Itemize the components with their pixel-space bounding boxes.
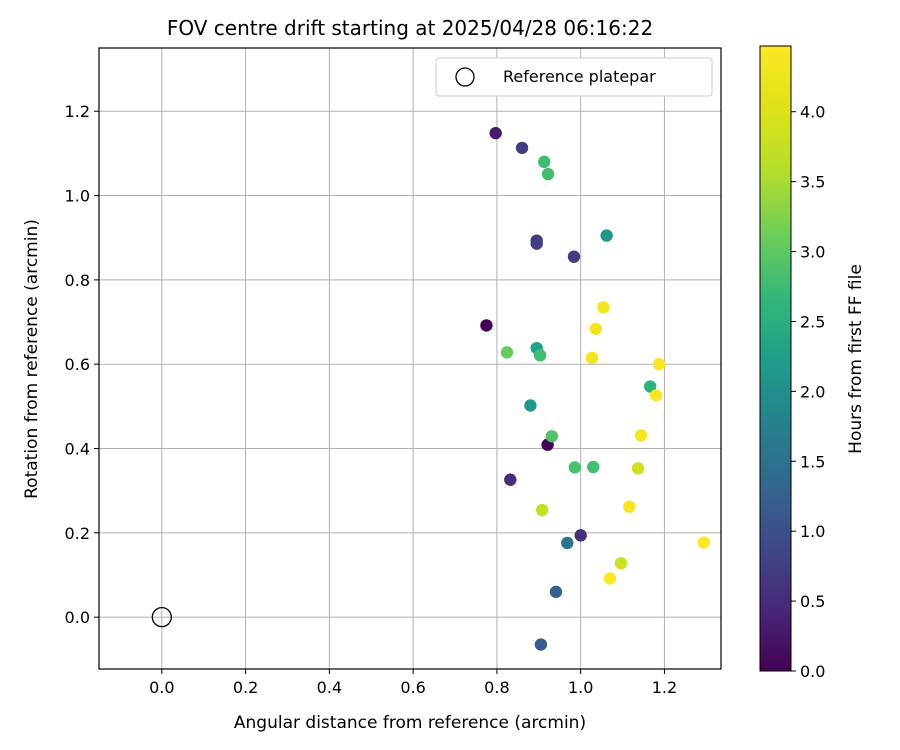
colorbar-tick-label: 0.5 [800, 592, 825, 611]
colorbar-tick-label: 0.0 [800, 662, 825, 681]
data-point [652, 357, 666, 371]
colorbar-tick-label: 1.0 [800, 522, 825, 541]
data-point [631, 462, 645, 475]
reference-platepar-marker [151, 606, 172, 628]
x-tick-label: 0.2 [233, 678, 258, 697]
colorbar-label: Hours from first FF file [846, 264, 866, 454]
colorbar-gradient [759, 45, 792, 672]
x-tick-label: 0.6 [400, 678, 425, 697]
x-tick-label: 1.0 [568, 678, 593, 697]
y-tick-label: 0.2 [65, 524, 90, 543]
data-point [697, 536, 711, 549]
colorbar: 0.0 0.5 1.0 1.5 2.0 2.5 3.0 3.5 4.0 Hours from f… [759, 45, 866, 681]
data-point [587, 460, 600, 474]
data-point [568, 461, 582, 474]
data-points [480, 126, 711, 651]
data-point [597, 301, 610, 314]
data-point [589, 322, 602, 335]
y-tick-label: 0.6 [65, 355, 90, 374]
x-axis-label: Angular distance from reference (arcmin) [234, 713, 586, 733]
data-point [524, 399, 537, 412]
colorbar-tick-label: 1.5 [800, 452, 825, 471]
data-point [500, 346, 514, 359]
data-point [603, 572, 617, 585]
x-tick-label: 0.8 [484, 678, 509, 697]
data-point [585, 351, 599, 365]
x-tick-label: 0.4 [317, 678, 342, 697]
colorbar-tick-label: 2.0 [800, 382, 825, 401]
colorbar-tick-label: 4.0 [800, 103, 825, 122]
data-point [634, 429, 648, 442]
data-point [545, 430, 558, 443]
data-point [623, 500, 636, 513]
y-tick-label: 0.8 [65, 271, 90, 290]
data-point [504, 473, 517, 486]
colorbar-tick-label: 3.0 [800, 243, 825, 262]
data-point [649, 389, 663, 402]
data-point [614, 556, 628, 570]
y-tick-label: 0.0 [65, 608, 90, 627]
y-axis-label: Rotation from reference (arcmin) [22, 219, 42, 499]
data-point [515, 141, 529, 155]
grid [99, 48, 721, 669]
chart-title: FOV centre drift starting at 2025/04/28 … [167, 16, 653, 40]
x-tick-label: 1.2 [652, 678, 677, 697]
data-point [538, 155, 551, 169]
data-point [644, 380, 657, 393]
data-point [574, 529, 587, 542]
y-tick-label: 1.2 [65, 102, 90, 121]
data-point [549, 585, 563, 599]
data-point [480, 319, 493, 332]
data-point [533, 349, 547, 362]
legend-entry-reference: Reference platepar [503, 67, 656, 86]
y-tick-label: 0.4 [65, 440, 90, 459]
data-point [535, 503, 549, 517]
data-point [561, 536, 574, 550]
data-point [567, 250, 581, 263]
colorbar-tick-label: 2.5 [800, 312, 825, 331]
legend: Reference platepar [435, 57, 713, 97]
legend-box [435, 57, 713, 97]
data-point [534, 638, 548, 651]
data-point [600, 229, 613, 242]
y-tick-label: 1.0 [65, 187, 90, 206]
x-tick-label: 0.0 [149, 678, 174, 697]
plot-area-frame [98, 47, 722, 670]
data-point [489, 126, 502, 140]
colorbar-tick-label: 3.5 [800, 173, 825, 192]
data-point [541, 167, 555, 181]
x-axis-ticks: 0.0 0.2 0.4 0.6 0.8 1.0 1.2 [149, 669, 677, 697]
y-axis-ticks: 0.0 0.2 0.4 0.6 0.8 1.0 1.2 [65, 102, 99, 627]
legend-marker-reference [455, 67, 475, 87]
data-point [530, 237, 543, 250]
colorbar-ticks: 0.0 0.5 1.0 1.5 2.0 2.5 3.0 3.5 4.0 [791, 103, 825, 681]
